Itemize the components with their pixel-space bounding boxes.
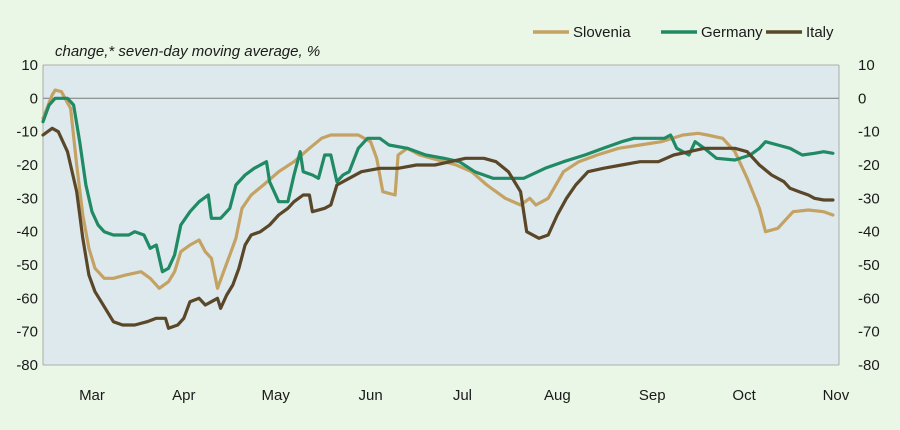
y-tick-right-9: -80 [858,357,880,374]
series-line-germany [41,96,835,274]
y-tick-right-2: -10 [858,124,880,141]
x-tick-oct: Oct [732,387,756,404]
y-tick-left-0: 10 [21,57,38,74]
y-tick-left-8: -70 [16,324,38,341]
legend-label-germany: Germany [701,24,763,41]
legend-label-slovenia: Slovenia [573,24,631,41]
x-tick-apr: Apr [172,387,195,404]
y-tick-right-7: -60 [858,290,880,307]
y-tick-right-8: -70 [858,324,880,341]
legend: Slovenia Germany Italy [533,24,834,41]
y-tick-left-5: -40 [16,224,38,241]
y-tick-left-1: 0 [30,90,38,107]
y-axis-left: 10 0 -10 -20 -30 -40 -50 -60 -70 -80 [16,57,38,374]
x-tick-jul: Jul [453,387,472,404]
y-tick-right-0: 10 [858,57,875,74]
legend-label-italy: Italy [806,24,834,41]
series-lines [41,88,835,330]
y-tick-left-7: -60 [16,290,38,307]
y-tick-left-2: -10 [16,124,38,141]
x-tick-jun: Jun [358,387,382,404]
y-tick-right-3: -20 [858,157,880,174]
x-axis: Mar Apr May Jun Jul Aug Sep Oct Nov [79,387,850,404]
y-tick-right-5: -40 [858,224,880,241]
chart-subtitle: change,* seven-day moving average, % [55,43,320,60]
y-tick-left-4: -30 [16,190,38,207]
y-tick-right-1: 0 [858,90,866,107]
y-tick-left-6: -50 [16,257,38,274]
series-line-italy [41,126,835,330]
x-tick-may: May [262,387,291,404]
y-axis-right: 10 0 -10 -20 -30 -40 -50 -60 -70 -80 [858,57,880,374]
y-tick-left-3: -20 [16,157,38,174]
y-tick-right-6: -50 [858,257,880,274]
series-line-slovenia [41,88,835,290]
x-tick-sep: Sep [639,387,666,404]
plot-area [43,65,839,365]
x-tick-aug: Aug [544,387,571,404]
y-tick-left-9: -80 [16,357,38,374]
x-tick-nov: Nov [823,387,850,404]
x-tick-mar: Mar [79,387,105,404]
y-tick-right-4: -30 [858,190,880,207]
